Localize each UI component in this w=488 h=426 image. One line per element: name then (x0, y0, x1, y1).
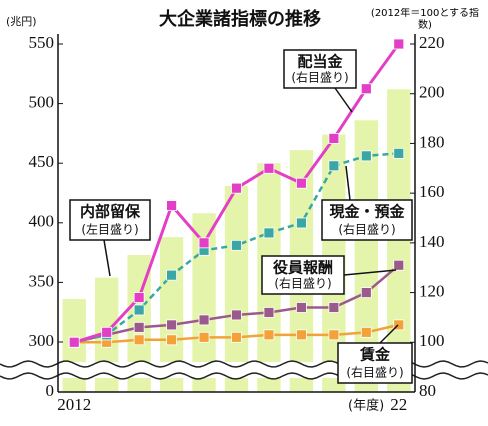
marker (328, 329, 340, 341)
callout-box (69, 199, 151, 241)
marker (231, 309, 242, 321)
marker (231, 239, 242, 251)
x-axis-label: (年度) (348, 398, 384, 414)
callout-box (283, 49, 357, 89)
marker (296, 329, 307, 341)
y-tick-label: 350 (29, 271, 55, 290)
marker (166, 334, 177, 346)
y2-tick-label: 100 (419, 331, 445, 350)
marker (328, 160, 340, 172)
y2-tick-label: 220 (419, 33, 445, 52)
marker (133, 304, 145, 316)
marker (133, 334, 145, 346)
marker (198, 331, 210, 343)
marker (263, 162, 275, 174)
callout-box (261, 255, 345, 295)
marker (231, 331, 242, 343)
y-tick-label: 450 (29, 152, 55, 171)
x-tick-label: 22 (390, 395, 407, 414)
marker (166, 319, 177, 331)
y2-tick-label: 160 (419, 182, 445, 201)
marker (166, 269, 177, 281)
callout-pointer (334, 87, 353, 113)
callout-pointer (103, 239, 111, 277)
y2-tick-label: 80 (419, 381, 436, 400)
marker (68, 336, 80, 348)
y-tick-label: 500 (29, 93, 55, 112)
bar (192, 213, 216, 392)
y2-tick-label: 200 (419, 83, 445, 102)
marker (360, 326, 372, 338)
marker (296, 177, 307, 189)
y-tick-label: 400 (29, 212, 55, 231)
callout-pointer (343, 269, 397, 276)
bar (224, 185, 249, 392)
legend-note: (右目盛り) (338, 222, 395, 237)
legend-note: (左目盛り) (81, 222, 138, 237)
callout-pointer (345, 165, 351, 201)
marker (263, 307, 275, 318)
y-tick-label: 300 (29, 331, 55, 350)
chart-title: 大企業諸指標の推移 (159, 8, 321, 30)
legend-label: 賃金 (359, 346, 391, 364)
callout-box (321, 199, 413, 241)
legend-label: 役員報酬 (273, 259, 333, 277)
marker (101, 326, 113, 338)
legend-note: (右目盛り) (346, 365, 403, 380)
marker (263, 329, 275, 341)
y2-tick-label: 140 (419, 232, 445, 251)
y-tick-label: 550 (29, 33, 55, 52)
marker (393, 259, 405, 271)
marker (296, 302, 307, 313)
bar (354, 120, 379, 393)
legend-label: 配当金 (297, 53, 343, 71)
y2-axis-label: (2012年＝100とする指数) (370, 8, 480, 31)
marker (231, 182, 242, 194)
marker (360, 83, 372, 95)
marker (360, 150, 372, 162)
callout-pointer (379, 324, 399, 344)
marker (393, 319, 405, 331)
marker (296, 217, 307, 229)
y2-tick-label: 180 (419, 132, 445, 151)
marker (198, 237, 210, 249)
marker (198, 314, 210, 326)
marker (166, 200, 177, 211)
y-tick-label: 0 (46, 381, 55, 400)
bar (159, 237, 184, 392)
marker (133, 321, 145, 333)
callout-box (337, 342, 413, 384)
marker (328, 133, 340, 144)
marker (133, 292, 145, 303)
marker (263, 227, 275, 239)
legend-note: (右目盛り) (291, 70, 348, 85)
legend-label: 現金・預金 (329, 203, 405, 221)
y2-tick-label: 120 (419, 281, 445, 300)
marker (393, 38, 405, 50)
y2-axis-label-box: (2012年＝100とする指数) (370, 8, 480, 31)
x-tick-label: 2012 (57, 395, 91, 414)
legend-label: 内部留保 (80, 203, 141, 221)
y-axis-label: (兆円) (6, 15, 37, 28)
legend-note: (右目盛り) (274, 276, 331, 291)
marker (393, 147, 405, 159)
marker (328, 302, 340, 313)
marker (360, 287, 372, 298)
